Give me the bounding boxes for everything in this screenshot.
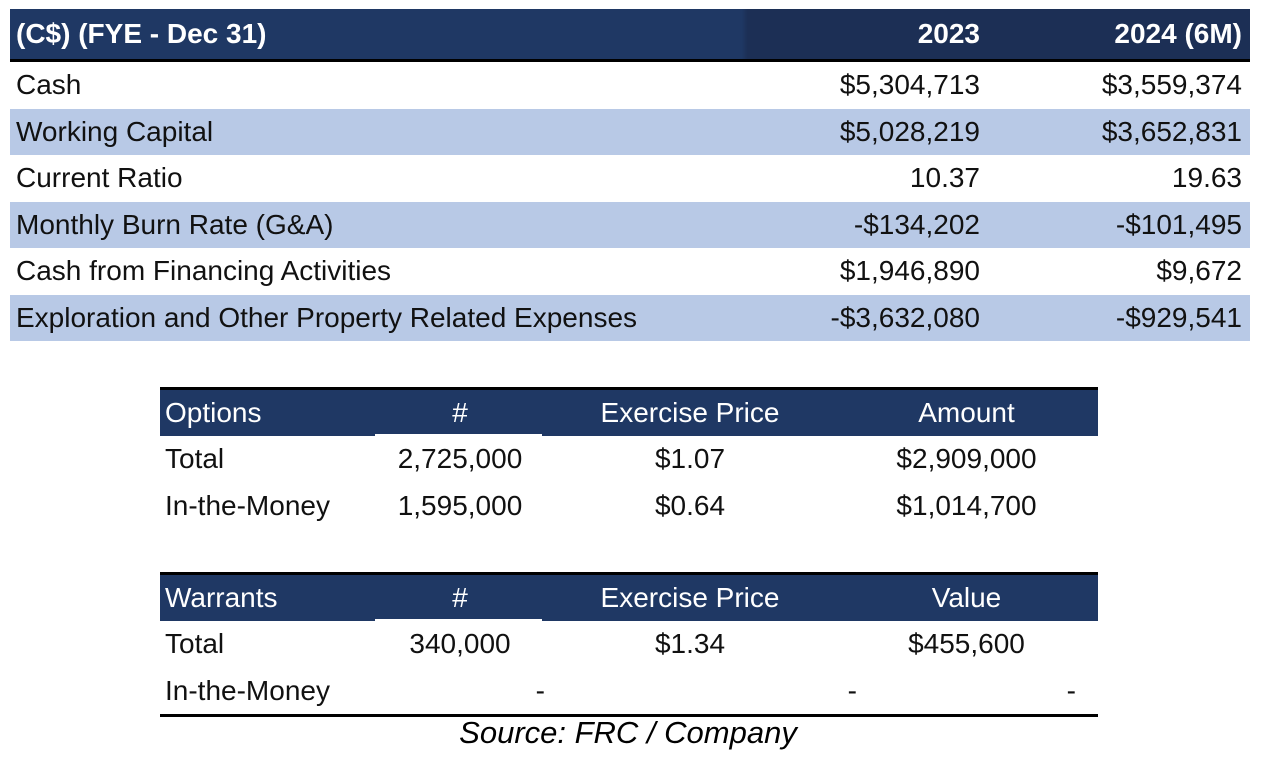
value-2023: $5,028,219	[839, 115, 980, 147]
table-row: In-the-Money - - -	[160, 668, 1098, 715]
number-cell: -	[535, 674, 545, 706]
financials-table: (C$) (FYE - Dec 31) 2023 2024 (6M) Cash …	[10, 9, 1250, 341]
table-row: Working Capital $5,028,219 $3,652,831	[10, 108, 1250, 155]
header-notch	[375, 619, 542, 622]
price-cell: $1.34	[654, 628, 726, 660]
value-2023: 10.37	[909, 162, 980, 194]
warrants-header-row: Warrants # Exercise Price Value	[160, 572, 1098, 622]
price-cell: -	[847, 674, 857, 706]
row-label: In-the-Money	[165, 674, 330, 706]
row-label: Cash from Financing Activities	[16, 255, 392, 287]
financials-header-row: (C$) (FYE - Dec 31) 2023 2024 (6M)	[10, 9, 1250, 62]
table-row: Current Ratio 10.37 19.63	[10, 155, 1250, 202]
warrants-header-label: Warrants	[165, 582, 278, 613]
options-header-label: Options	[165, 397, 262, 428]
source-caption: Source: FRC / Company	[459, 715, 797, 750]
table-row: In-the-Money 1,595,000 $0.64 $1,014,700	[160, 483, 1098, 530]
price-cell: $0.64	[654, 489, 726, 521]
value-2024: -$101,495	[1115, 208, 1242, 240]
number-cell: 1,595,000	[397, 489, 523, 521]
table-row: Cash from Financing Activities $1,946,89…	[10, 248, 1250, 295]
value-2023: -$134,202	[853, 208, 980, 240]
warrants-header-value: Value	[931, 582, 1002, 613]
row-label: Working Capital	[16, 115, 214, 147]
row-label: Current Ratio	[16, 162, 183, 194]
value-2024: $3,559,374	[1101, 69, 1242, 101]
value-2023: $1,946,890	[839, 255, 980, 287]
row-label: Cash	[16, 69, 82, 101]
table-row: Total 2,725,000 $1.07 $2,909,000	[160, 436, 1098, 483]
options-table: Options # Exercise Price Amount Total 2,…	[160, 387, 1098, 529]
number-cell: 2,725,000	[397, 443, 523, 475]
financials-header-label: (C$) (FYE - Dec 31)	[16, 18, 267, 49]
amount-cell: $1,014,700	[896, 489, 1037, 521]
row-label: Exploration and Other Property Related E…	[16, 301, 638, 333]
value-2023: $5,304,713	[839, 69, 980, 101]
row-label: Total	[165, 443, 225, 475]
row-label: Total	[165, 628, 225, 660]
value-2024: 19.63	[1171, 162, 1242, 194]
header-notch	[375, 434, 542, 437]
financials-header-2023: 2023	[917, 18, 980, 49]
value-2024: $3,652,831	[1101, 115, 1242, 147]
table-row: Cash $5,304,713 $3,559,374	[10, 62, 1250, 109]
warrants-header-price: Exercise Price	[600, 582, 780, 613]
price-cell: $1.07	[654, 443, 726, 475]
value-cell: $455,600	[908, 628, 1025, 660]
options-header-price: Exercise Price	[600, 397, 780, 428]
options-header-row: Options # Exercise Price Amount	[160, 387, 1098, 437]
value-2024: -$929,541	[1115, 301, 1242, 333]
value-cell: -	[1066, 674, 1076, 706]
table-row: Monthly Burn Rate (G&A) -$134,202 -$101,…	[10, 201, 1250, 248]
table-row: Exploration and Other Property Related E…	[10, 294, 1250, 341]
amount-cell: $2,909,000	[896, 443, 1037, 475]
table-row: Total 340,000 $1.34 $455,600	[160, 621, 1098, 668]
number-cell: 340,000	[409, 628, 511, 660]
options-header-number: #	[452, 397, 468, 428]
value-2024: $9,672	[1156, 255, 1242, 287]
options-header-amount: Amount	[918, 397, 1015, 428]
row-label: In-the-Money	[165, 489, 330, 521]
financials-header-2024: 2024 (6M)	[1114, 18, 1242, 49]
value-2023: -$3,632,080	[830, 301, 980, 333]
warrants-header-number: #	[452, 582, 468, 613]
row-label: Monthly Burn Rate (G&A)	[16, 208, 334, 240]
warrants-table: Warrants # Exercise Price Value Total 34…	[160, 572, 1098, 717]
